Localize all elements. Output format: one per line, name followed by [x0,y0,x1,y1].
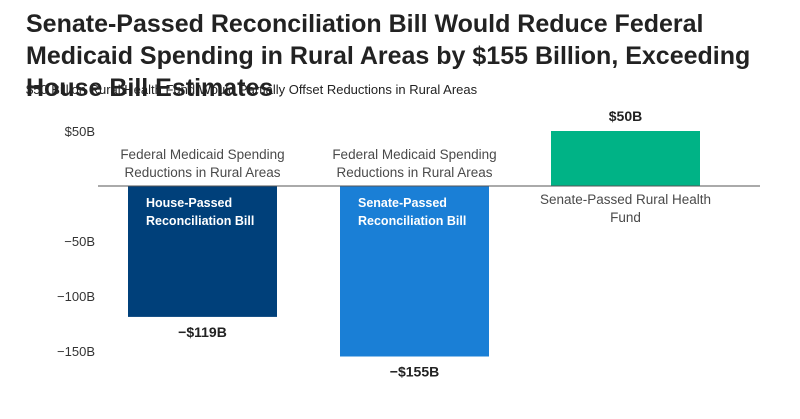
category-label: Reductions in Rural Areas [124,165,280,180]
y-tick-label: −150B [57,344,95,359]
bar [340,186,489,357]
bar-label: Senate-Passed [358,196,447,210]
bar [551,131,700,186]
category-label: Reductions in Rural Areas [336,165,492,180]
bar-label: House-Passed [146,196,232,210]
chart-subtitle: $50 Billion Rural Health Fund Would Part… [26,82,478,97]
category-label: Fund [610,210,641,225]
chart-title: Senate-Passed Reconciliation Bill Would … [26,10,751,102]
bar-label: Reconciliation Bill [358,214,466,228]
y-tick-label: −100B [57,289,95,304]
data-label: −$155B [390,364,439,380]
data-label: $50B [609,108,642,124]
bar-label: Reconciliation Bill [146,214,254,228]
y-tick-label: −50B [64,234,95,249]
data-label: −$119B [178,324,227,340]
category-label: Federal Medicaid Spending [120,147,284,162]
y-tick-label: $50B [65,124,95,139]
bar [128,186,277,317]
category-label: Federal Medicaid Spending [332,147,496,162]
category-label: Senate-Passed Rural Health [540,192,711,207]
